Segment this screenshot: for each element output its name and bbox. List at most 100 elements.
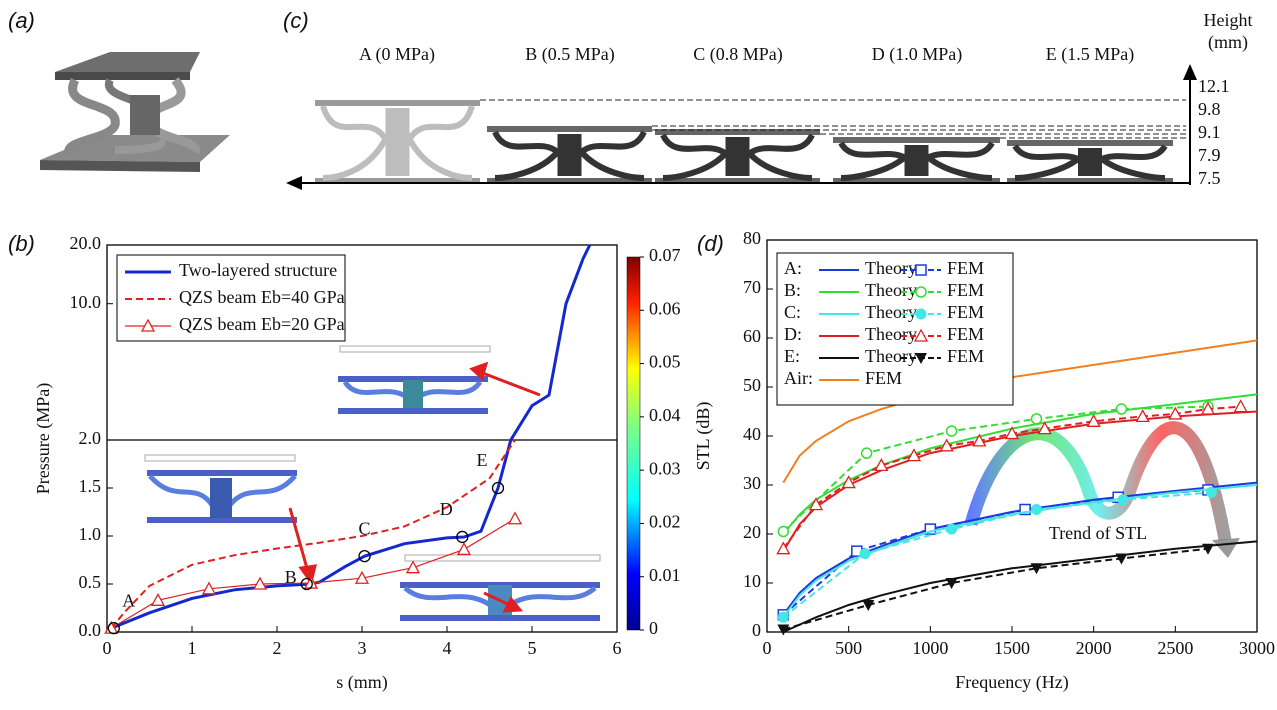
panel-b-insets — [145, 346, 600, 621]
marker — [1235, 401, 1247, 412]
marker — [860, 549, 870, 559]
colorbar-tick-label: 0.03 — [649, 458, 681, 478]
y-tick-label: 50 — [743, 375, 761, 395]
marker — [916, 265, 926, 275]
marker — [1032, 505, 1042, 515]
legend-group: D: — [784, 324, 802, 344]
x-tick-label: 5 — [528, 638, 537, 658]
x-tick-label: 500 — [835, 638, 862, 658]
structure-core — [558, 134, 582, 176]
x-tick-label: 1500 — [994, 638, 1030, 658]
marker — [1118, 495, 1128, 505]
panel-label: (d) — [697, 231, 724, 256]
height-label: (mm) — [1208, 32, 1248, 53]
panel-a-model — [40, 52, 230, 172]
x-tick-label: 0 — [763, 638, 772, 658]
state-label: A (0 MPa) — [359, 44, 435, 65]
state-point-label: A — [122, 590, 135, 610]
marker — [862, 448, 872, 458]
legend-label: FEM — [947, 302, 984, 322]
x-tick-label: 3000 — [1239, 638, 1275, 658]
series-line — [111, 440, 515, 628]
legend-label: FEM — [947, 324, 984, 344]
structure-core — [386, 108, 410, 176]
y-axis-label: Pressure (MPa) — [33, 383, 54, 494]
arrowhead — [1183, 64, 1197, 80]
structure-plate — [487, 126, 652, 132]
y-tick-label: 2.0 — [79, 428, 102, 448]
height-tick-label: 12.1 — [1198, 76, 1230, 96]
state-label: E (1.5 MPa) — [1046, 44, 1135, 65]
height-tick-label: 9.1 — [1198, 122, 1221, 142]
marker — [947, 524, 957, 534]
state-label: C (0.8 MPa) — [693, 44, 783, 65]
y-tick-label: 10 — [743, 571, 761, 591]
legend-group: B: — [784, 280, 801, 300]
y-axis-label: STL (dB) — [693, 402, 714, 471]
state-label: B (0.5 MPa) — [525, 44, 615, 65]
marker — [1116, 404, 1126, 414]
y-tick-label: 40 — [743, 424, 761, 444]
x-tick-label: 1 — [188, 638, 197, 658]
y-tick-label: 0.0 — [79, 620, 102, 640]
colorbar — [627, 257, 640, 630]
page: (a) (c) (b) (d) A (0 MPa) B (0.5 MPa) C (0… — [0, 0, 1277, 710]
annotation: Trend of STL — [1049, 523, 1147, 543]
y-tick-label: 60 — [743, 326, 761, 346]
marker — [407, 562, 419, 573]
arrowhead — [286, 176, 302, 190]
series-line — [783, 492, 1211, 617]
height-tick-label: 7.9 — [1198, 145, 1221, 165]
colorbar-tick-label: 0.01 — [649, 565, 681, 585]
legend-label: Theory — [865, 258, 917, 278]
marker — [916, 309, 926, 319]
marker — [778, 612, 788, 622]
legend-label: QZS beam Eb=40 GPa — [179, 287, 345, 307]
legend-group: Air: — [784, 368, 813, 388]
panel-label: (b) — [8, 231, 35, 256]
legend-group: A: — [784, 258, 802, 278]
x-tick-label: 2500 — [1157, 638, 1193, 658]
chart: 01234560.00.51.01.52.010.020.0s (mm)Pres… — [33, 233, 680, 693]
y-tick-label: 70 — [743, 277, 761, 297]
x-tick-label: 2000 — [1076, 638, 1112, 658]
legend-label: FEM — [947, 346, 984, 366]
state-label: D (1.0 MPa) — [872, 44, 963, 65]
marker — [778, 527, 788, 537]
y-tick-label: 1.0 — [79, 524, 102, 544]
x-tick-label: 0 — [103, 638, 112, 658]
legend-group: C: — [784, 302, 801, 322]
legend-label: FEM — [947, 258, 984, 278]
y-tick-label: 80 — [743, 228, 761, 248]
height-label: Height — [1204, 10, 1253, 30]
structure-plate — [1007, 140, 1173, 146]
y-tick-label: 0.5 — [79, 572, 102, 592]
x-axis-label: Frequency (Hz) — [955, 672, 1068, 693]
height-tick-label: 9.8 — [1198, 99, 1221, 119]
colorbar-tick-label: 0 — [649, 618, 658, 638]
panel-label: (a) — [8, 8, 35, 33]
colorbar-tick-label: 0.06 — [649, 298, 681, 318]
colorbar-tick-label: 0.07 — [649, 245, 681, 265]
structure-core — [726, 137, 750, 176]
state-point-label: E — [477, 450, 488, 470]
marker — [947, 426, 957, 436]
state-point-label: C — [359, 518, 371, 538]
structure-core — [905, 145, 929, 176]
marker — [1206, 487, 1216, 497]
marker — [1032, 414, 1042, 424]
x-tick-label: 3 — [358, 638, 367, 658]
x-tick-label: 2 — [273, 638, 282, 658]
state-point-label: D — [440, 499, 453, 519]
legend-label: Two-layered structure — [179, 260, 337, 280]
panel-label: (c) — [283, 8, 309, 33]
colorbar-tick-label: 0.02 — [649, 512, 681, 532]
structure-plate — [833, 137, 1000, 143]
legend-label: FEM — [865, 368, 902, 388]
x-tick-label: 4 — [443, 638, 452, 658]
legend-label: FEM — [947, 280, 984, 300]
y-tick-label: 20.0 — [70, 233, 102, 253]
x-axis-label: s (mm) — [336, 672, 388, 693]
y-tick-label: 30 — [743, 473, 761, 493]
x-tick-label: 6 — [613, 638, 622, 658]
